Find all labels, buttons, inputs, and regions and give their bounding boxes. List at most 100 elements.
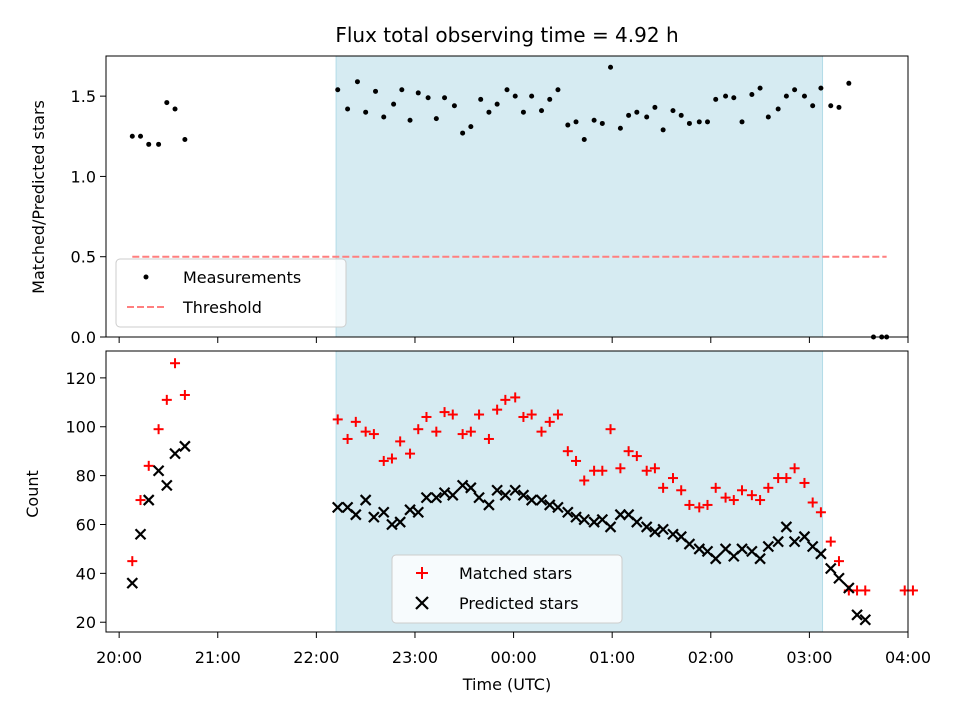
predicted-star-point [509, 484, 521, 497]
matched-star-point [755, 495, 766, 506]
measurement-point [373, 88, 379, 94]
measurement-point [182, 136, 188, 142]
top-y-axis: 0.0 0.5 1.0 1.5 [71, 87, 106, 347]
matched-star-point [439, 407, 450, 418]
measurement-point [442, 95, 448, 101]
measurement-point [660, 127, 666, 133]
predicted-star-point [780, 521, 793, 533]
matched-star-point [763, 482, 774, 493]
matched-star-point [350, 416, 361, 427]
matched-star-point [562, 446, 573, 457]
x-tick-label: 02:00 [688, 648, 734, 667]
predicted-star-point [736, 543, 748, 555]
predicted-star-point [134, 528, 147, 541]
bottom-y-tick-label: 40 [76, 564, 96, 583]
measurement-point [739, 119, 745, 125]
predicted-star-point [631, 516, 643, 528]
top-legend: Measurements Threshold [115, 258, 347, 328]
predicted-star-point [859, 614, 872, 626]
shaded-observing-span [335, 55, 824, 338]
measurement-point [670, 108, 676, 114]
measurement-point [686, 120, 692, 126]
matched-star-point [170, 358, 181, 369]
predicted-star-point [788, 535, 801, 548]
predicted-star-point [412, 506, 425, 519]
matched-star-point [799, 477, 810, 488]
measurement-point [783, 93, 789, 99]
matched-star-point [720, 492, 731, 503]
x-tick-label: 21:00 [195, 648, 241, 667]
measurement-point [713, 96, 719, 102]
matched-star-point [597, 465, 608, 476]
matched-star-point [789, 463, 800, 474]
matched-star-point [465, 426, 476, 437]
predicted-star-point [456, 479, 469, 492]
measurement-point [354, 79, 360, 85]
measurement-point [652, 104, 658, 110]
predicted-star-point [693, 543, 706, 555]
matched-star-point [332, 414, 343, 425]
measurement-point [172, 106, 178, 112]
measurement-point [617, 125, 623, 131]
predicted-star-point [525, 494, 538, 506]
predicted-star-point [535, 494, 548, 506]
legend-predicted-label: Predicted stars [459, 594, 579, 613]
predicted-star-point [604, 521, 617, 533]
matched-star-point [907, 585, 918, 596]
matched-star-point [552, 409, 563, 420]
measurement-point [565, 122, 571, 128]
predicted-star-point [377, 506, 390, 519]
predicted-star-point [438, 486, 451, 499]
predicted-star-point [152, 464, 165, 477]
predicted-star-point [126, 577, 139, 589]
top-axes-frame [105, 55, 909, 338]
bottom-axes-frame [105, 350, 909, 633]
matched-star-point [807, 497, 818, 508]
x-tick-label: 01:00 [589, 648, 635, 667]
matched-star-point [518, 411, 529, 422]
measurement-point [801, 93, 807, 99]
predicted-star-point [578, 513, 591, 526]
measurement-point [731, 95, 737, 101]
measurement-point [363, 109, 369, 115]
matched-star-point [526, 409, 537, 420]
legend-matched-label: Matched stars [459, 564, 572, 583]
matched-star-point [631, 451, 642, 462]
x-axis: 20:00 21:00 22:00 23:00 00:00 01:00 02:00 03:00… [96, 337, 931, 667]
matched-star-point [368, 429, 379, 440]
matched-star-point [483, 433, 494, 444]
matched-star-point [421, 411, 432, 422]
measurement-point [723, 93, 729, 99]
bottom-y-tick-label: 120 [65, 369, 96, 388]
measurement-point [581, 136, 587, 142]
predicted-star-point [683, 538, 696, 550]
predicted-star-point [815, 548, 827, 560]
measurement-point [407, 117, 413, 123]
predicted-star-point [473, 491, 485, 504]
measurement-point [547, 96, 553, 102]
matched-star-point [676, 485, 687, 496]
measurement-point [749, 92, 755, 98]
matched-star-point [342, 433, 353, 444]
matched-star-point [127, 556, 138, 567]
matched-star-point [378, 455, 389, 466]
matched-star-point [395, 436, 406, 447]
measurement-point [478, 96, 484, 102]
predicted-star-point [851, 609, 863, 621]
matched-star-point [815, 507, 826, 518]
predicted-star-point [843, 582, 855, 594]
predicted-star-point [483, 499, 495, 511]
measurement-point [591, 117, 597, 123]
measurement-point [696, 119, 702, 125]
matched-star-point [571, 455, 582, 466]
measurement-point [539, 108, 545, 114]
matched-star-point [615, 463, 626, 474]
top-y-axis-label: Matched/Predicted stars [29, 100, 48, 294]
matched-star-point [825, 536, 836, 547]
matched-star-point [360, 426, 371, 437]
measurement-point [775, 106, 781, 112]
bottom-y-axis: 20 40 60 80 100 120 [65, 369, 106, 632]
top-y-tick-label: 1.5 [71, 87, 96, 106]
measurement-point [828, 103, 834, 109]
